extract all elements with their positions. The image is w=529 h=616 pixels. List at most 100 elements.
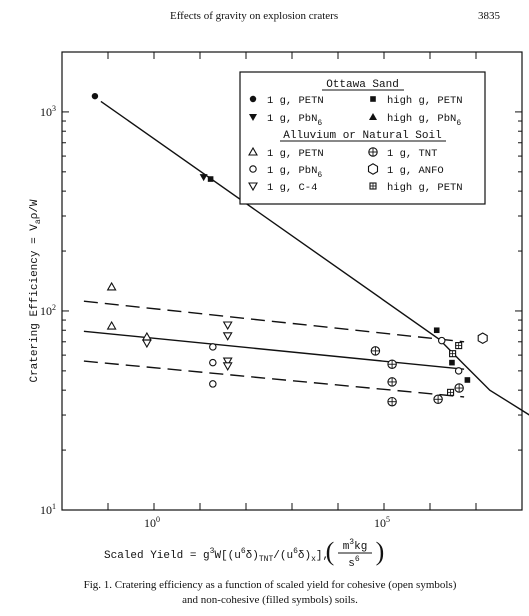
legend-label-text: high g, PETN — [387, 182, 463, 194]
x-label-sub: TNT — [259, 555, 274, 564]
data-point-square-cross-open-1 — [455, 342, 463, 350]
legend-symbol-circle-open — [249, 165, 257, 173]
data-point-triangle-up-open-2 — [141, 331, 152, 341]
caption-line-1: Fig. 1. Cratering efficiency as a functi… — [83, 579, 457, 591]
legend-symbol-hexagon-open — [367, 163, 379, 175]
legend-symbol-triangle-down-filled — [249, 114, 257, 121]
legend-label-3: high g, PbN6 — [387, 113, 461, 128]
x-label-sup: 3 — [210, 547, 215, 556]
legend-label-8: 1 g, C-4 — [267, 182, 317, 194]
data-point-triangle-down-open-0 — [141, 339, 152, 349]
data-point-triangle-down-open-1 — [222, 321, 233, 331]
data-point-circle-open-0 — [209, 343, 217, 351]
legend-label-text: 1 g, PETN — [267, 95, 324, 107]
data-point-hexagon-open-0 — [477, 332, 488, 345]
data-point-triangle-down-open-4 — [222, 362, 233, 371]
data-point-circle-open-3 — [437, 336, 446, 345]
legend-symbol-circle-filled — [249, 95, 257, 103]
y-tick-base: 10 — [40, 503, 52, 517]
trend-line-solid-0 — [100, 100, 529, 416]
x-label-prefix: Scaled Yield = g — [104, 550, 210, 562]
running-title: Effects of gravity on explosion craters — [170, 10, 339, 22]
page-header: Effects of gravity on explosion craters … — [0, 10, 529, 30]
y-tick-base: 10 — [40, 105, 52, 119]
page-number: 3835 — [478, 10, 500, 22]
trend-line-dashed-3 — [83, 360, 465, 398]
legend-label-sub: 6 — [317, 171, 322, 180]
legend-label-9: high g, PETN — [387, 182, 463, 194]
data-point-cross-circle-open-0 — [370, 346, 381, 356]
legend-label-text: 1 g, PbN — [267, 165, 317, 177]
legend-label-6: 1 g, PbN6 — [267, 165, 322, 180]
unit-num-sup: 3 — [349, 538, 354, 547]
y-axis-label-main: Cratering Efficiency = V — [29, 224, 41, 383]
legend-label-sub: 6 — [456, 119, 461, 128]
legend-symbol-cross-circle-open — [368, 147, 378, 157]
caption-line-2: and non-cohesive (filled symbols) soils. — [182, 594, 358, 606]
data-point-triangle-up-open-1 — [106, 320, 117, 330]
x-tick-label-1: 105 — [374, 515, 390, 530]
unit-den-sup: 6 — [355, 555, 360, 564]
y-tick-exp: 3 — [52, 104, 56, 113]
legend-symbol-square-filled — [370, 96, 376, 102]
legend-symbol-triangle-down-open — [248, 182, 258, 192]
data-point-square-filled-3 — [464, 377, 471, 383]
y-tick-label-1: 102 — [40, 303, 56, 318]
data-point-triangle-up-open-0 — [106, 281, 117, 291]
legend-symbol-triangle-up-filled — [369, 113, 377, 120]
legend-label-1: high g, PETN — [387, 95, 463, 107]
legend-label-text: high g, PETN — [387, 95, 463, 107]
unit-num-tail: kg — [354, 541, 367, 553]
data-point-circle-filled-0 — [91, 92, 99, 100]
data-point-square-cross-open-0 — [449, 350, 457, 358]
y-axis-label-sub: a — [34, 219, 43, 224]
y-tick-base: 10 — [40, 304, 52, 318]
data-point-circle-open-4 — [454, 367, 463, 375]
x-tick-base: 10 — [374, 516, 386, 530]
legend-box — [239, 71, 486, 205]
unit-left-paren: ( — [326, 537, 335, 566]
data-point-circle-open-1 — [209, 358, 217, 367]
trend-line-dashed-2 — [83, 300, 465, 343]
legend-label-2: 1 g, PbN6 — [267, 113, 322, 128]
data-point-triangle-down-filled-0 — [199, 174, 208, 182]
data-point-cross-circle-open-5 — [454, 383, 464, 393]
unit-den-base: s — [348, 558, 355, 570]
legend-label-sub: 6 — [317, 119, 322, 128]
trend-line-solid-1 — [83, 330, 465, 370]
x-tick-label-0: 100 — [144, 515, 160, 530]
x-tick-base: 10 — [144, 516, 156, 530]
data-point-cross-circle-open-2 — [387, 377, 397, 387]
legend-label-text: 1 g, PbN — [267, 113, 317, 125]
legend-label-4: 1 g, PETN — [267, 148, 324, 160]
legend-label-text: 1 g, C-4 — [267, 182, 317, 194]
x-label-part: /(u — [273, 550, 293, 562]
data-point-cross-circle-open-4 — [433, 394, 443, 405]
unit-denominator: s6 — [348, 555, 360, 570]
legend-group-alluvium-title: Alluvium or Natural Soil — [283, 130, 441, 142]
legend-group-ottawa-title: Ottawa Sand — [326, 79, 399, 91]
legend-label-text: high g, PbN — [387, 113, 456, 125]
x-label-part: ], — [316, 550, 329, 562]
unit-numerator: m3kg — [343, 538, 368, 553]
figure-caption: Fig. 1. Cratering efficiency as a functi… — [40, 578, 500, 608]
legend-symbol-triangle-up-open — [248, 146, 258, 156]
data-point-cross-circle-open-3 — [387, 396, 397, 407]
x-tick-exp: 5 — [386, 515, 390, 524]
data-point-square-filled-0 — [207, 176, 214, 182]
data-point-cross-circle-open-1 — [387, 359, 397, 369]
legend-symbol-square-cross-open — [369, 182, 377, 190]
x-label-sup: 6 — [293, 547, 298, 556]
x-label-part: δ) — [246, 550, 259, 562]
x-label-sub: x — [311, 555, 316, 564]
x-label-sup: 6 — [241, 547, 246, 556]
unit-num-base: m — [343, 541, 350, 553]
data-point-square-cross-open-2 — [447, 388, 455, 396]
legend-label-0: 1 g, PETN — [267, 95, 324, 107]
x-label-part: W[(u — [214, 550, 240, 562]
data-point-square-filled-2 — [449, 359, 455, 366]
y-tick-label-2: 103 — [40, 104, 56, 119]
legend-label-7: 1 g, ANFO — [387, 165, 444, 177]
y-tick-exp: 1 — [52, 502, 56, 511]
